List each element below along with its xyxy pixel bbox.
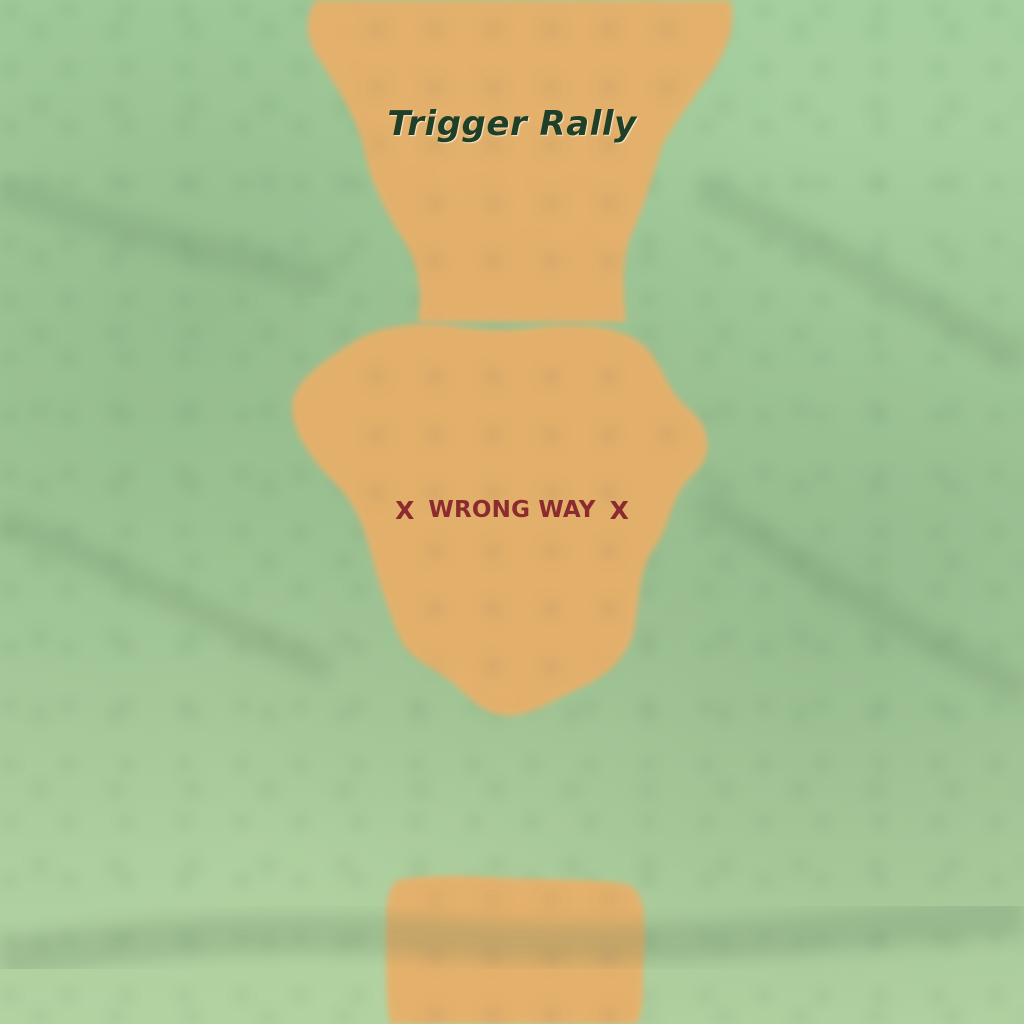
left-x-icon: X — [395, 496, 415, 525]
track-upper-section — [307, 0, 733, 322]
track-middle-section — [291, 323, 708, 716]
wrong-way-text: WRONG WAY — [428, 497, 596, 523]
game-title: Trigger Rally — [387, 104, 637, 144]
wrong-way-warning: X WRONG WAY X — [0, 498, 1024, 523]
right-x-icon: X — [609, 496, 629, 525]
ground-pattern — [0, 175, 1024, 980]
